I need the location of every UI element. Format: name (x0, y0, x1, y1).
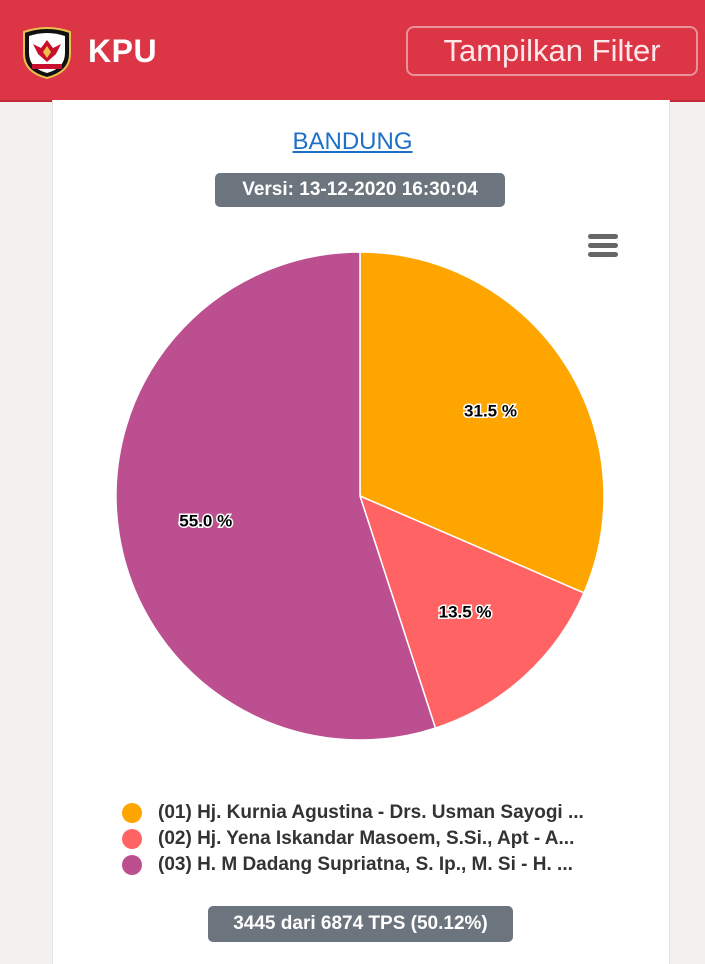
legend-item-02[interactable]: (02) Hj. Yena Iskandar Masoem, S.Si., Ap… (122, 826, 584, 852)
legend-label: (02) Hj. Yena Iskandar Masoem, S.Si., Ap… (158, 828, 575, 849)
legend-color-dot (122, 855, 142, 875)
pie-slice-1[interactable] (359, 251, 605, 594)
legend-label: (03) H. M Dadang Supriatna, S. Ip., M. S… (158, 854, 573, 875)
brand-name[interactable]: KPU (88, 33, 158, 69)
hamburger-menu-icon[interactable] (586, 232, 620, 260)
pie-data-label-1: 31.5 % (464, 401, 517, 420)
legend-color-dot (122, 829, 142, 849)
chart-legend: (01) Hj. Kurnia Agustina - Drs. Usman Sa… (122, 800, 584, 878)
pie-slice-3[interactable] (115, 251, 437, 741)
legend-label: (01) Hj. Kurnia Agustina - Drs. Usman Sa… (158, 802, 584, 823)
legend-color-dot (122, 803, 142, 823)
region-title-link[interactable]: BANDUNG (292, 128, 413, 155)
legend-item-01[interactable]: (01) Hj. Kurnia Agustina - Drs. Usman Sa… (122, 800, 584, 826)
tps-summary-badge: 3445 dari 6874 TPS (50.12%) (208, 906, 513, 942)
kpu-garuda-emblem-icon[interactable] (20, 22, 74, 80)
pie-data-label-2: 13.5 % (439, 603, 492, 622)
top-navbar: KPU Tampilkan Filter (0, 0, 705, 102)
legend-item-03[interactable]: (03) H. M Dadang Supriatna, S. Ip., M. S… (122, 852, 584, 878)
pie-data-label-3: 55.0 % (179, 511, 232, 530)
pie-slice-2[interactable] (358, 494, 585, 730)
show-filter-button[interactable]: Tampilkan Filter (406, 26, 698, 76)
version-badge: Versi: 13-12-2020 16:30:04 (215, 173, 505, 207)
